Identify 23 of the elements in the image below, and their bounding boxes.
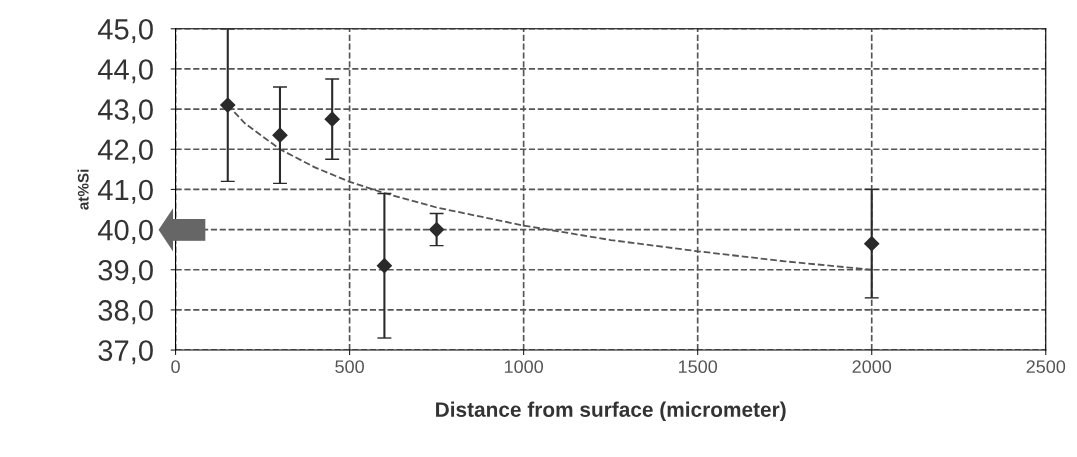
x-tick-label: 2500 xyxy=(1026,360,1066,374)
y-tick-label: 39,0 xyxy=(98,259,153,285)
x-tick-label: 1500 xyxy=(678,360,718,374)
y-tick-label: 43,0 xyxy=(97,99,153,124)
point xyxy=(376,258,392,274)
y-tick-label: 42,0 xyxy=(97,139,153,164)
x-axis-title: Distance from surface (micrometer) xyxy=(436,401,786,422)
y-axis-title: at%Si xyxy=(77,169,89,210)
x-tick-label: 2000 xyxy=(852,360,892,374)
x-tick-label: 1000 xyxy=(504,360,544,374)
point xyxy=(864,236,880,252)
point xyxy=(220,97,236,113)
y-tick-label: 44,0 xyxy=(97,59,153,84)
point xyxy=(324,111,340,127)
y-tick-label: 41,0 xyxy=(97,179,153,204)
y-tick-label: 45,0 xyxy=(97,18,153,44)
y-tick-label: 37,0 xyxy=(98,340,153,365)
x-tick-label: 500 xyxy=(335,360,364,374)
point xyxy=(429,222,445,238)
y-tick-label: 40,0 xyxy=(97,219,153,244)
y-tick-label: 38,0 xyxy=(98,300,153,325)
point xyxy=(272,127,288,143)
x-tick-label: 0 xyxy=(171,360,180,374)
